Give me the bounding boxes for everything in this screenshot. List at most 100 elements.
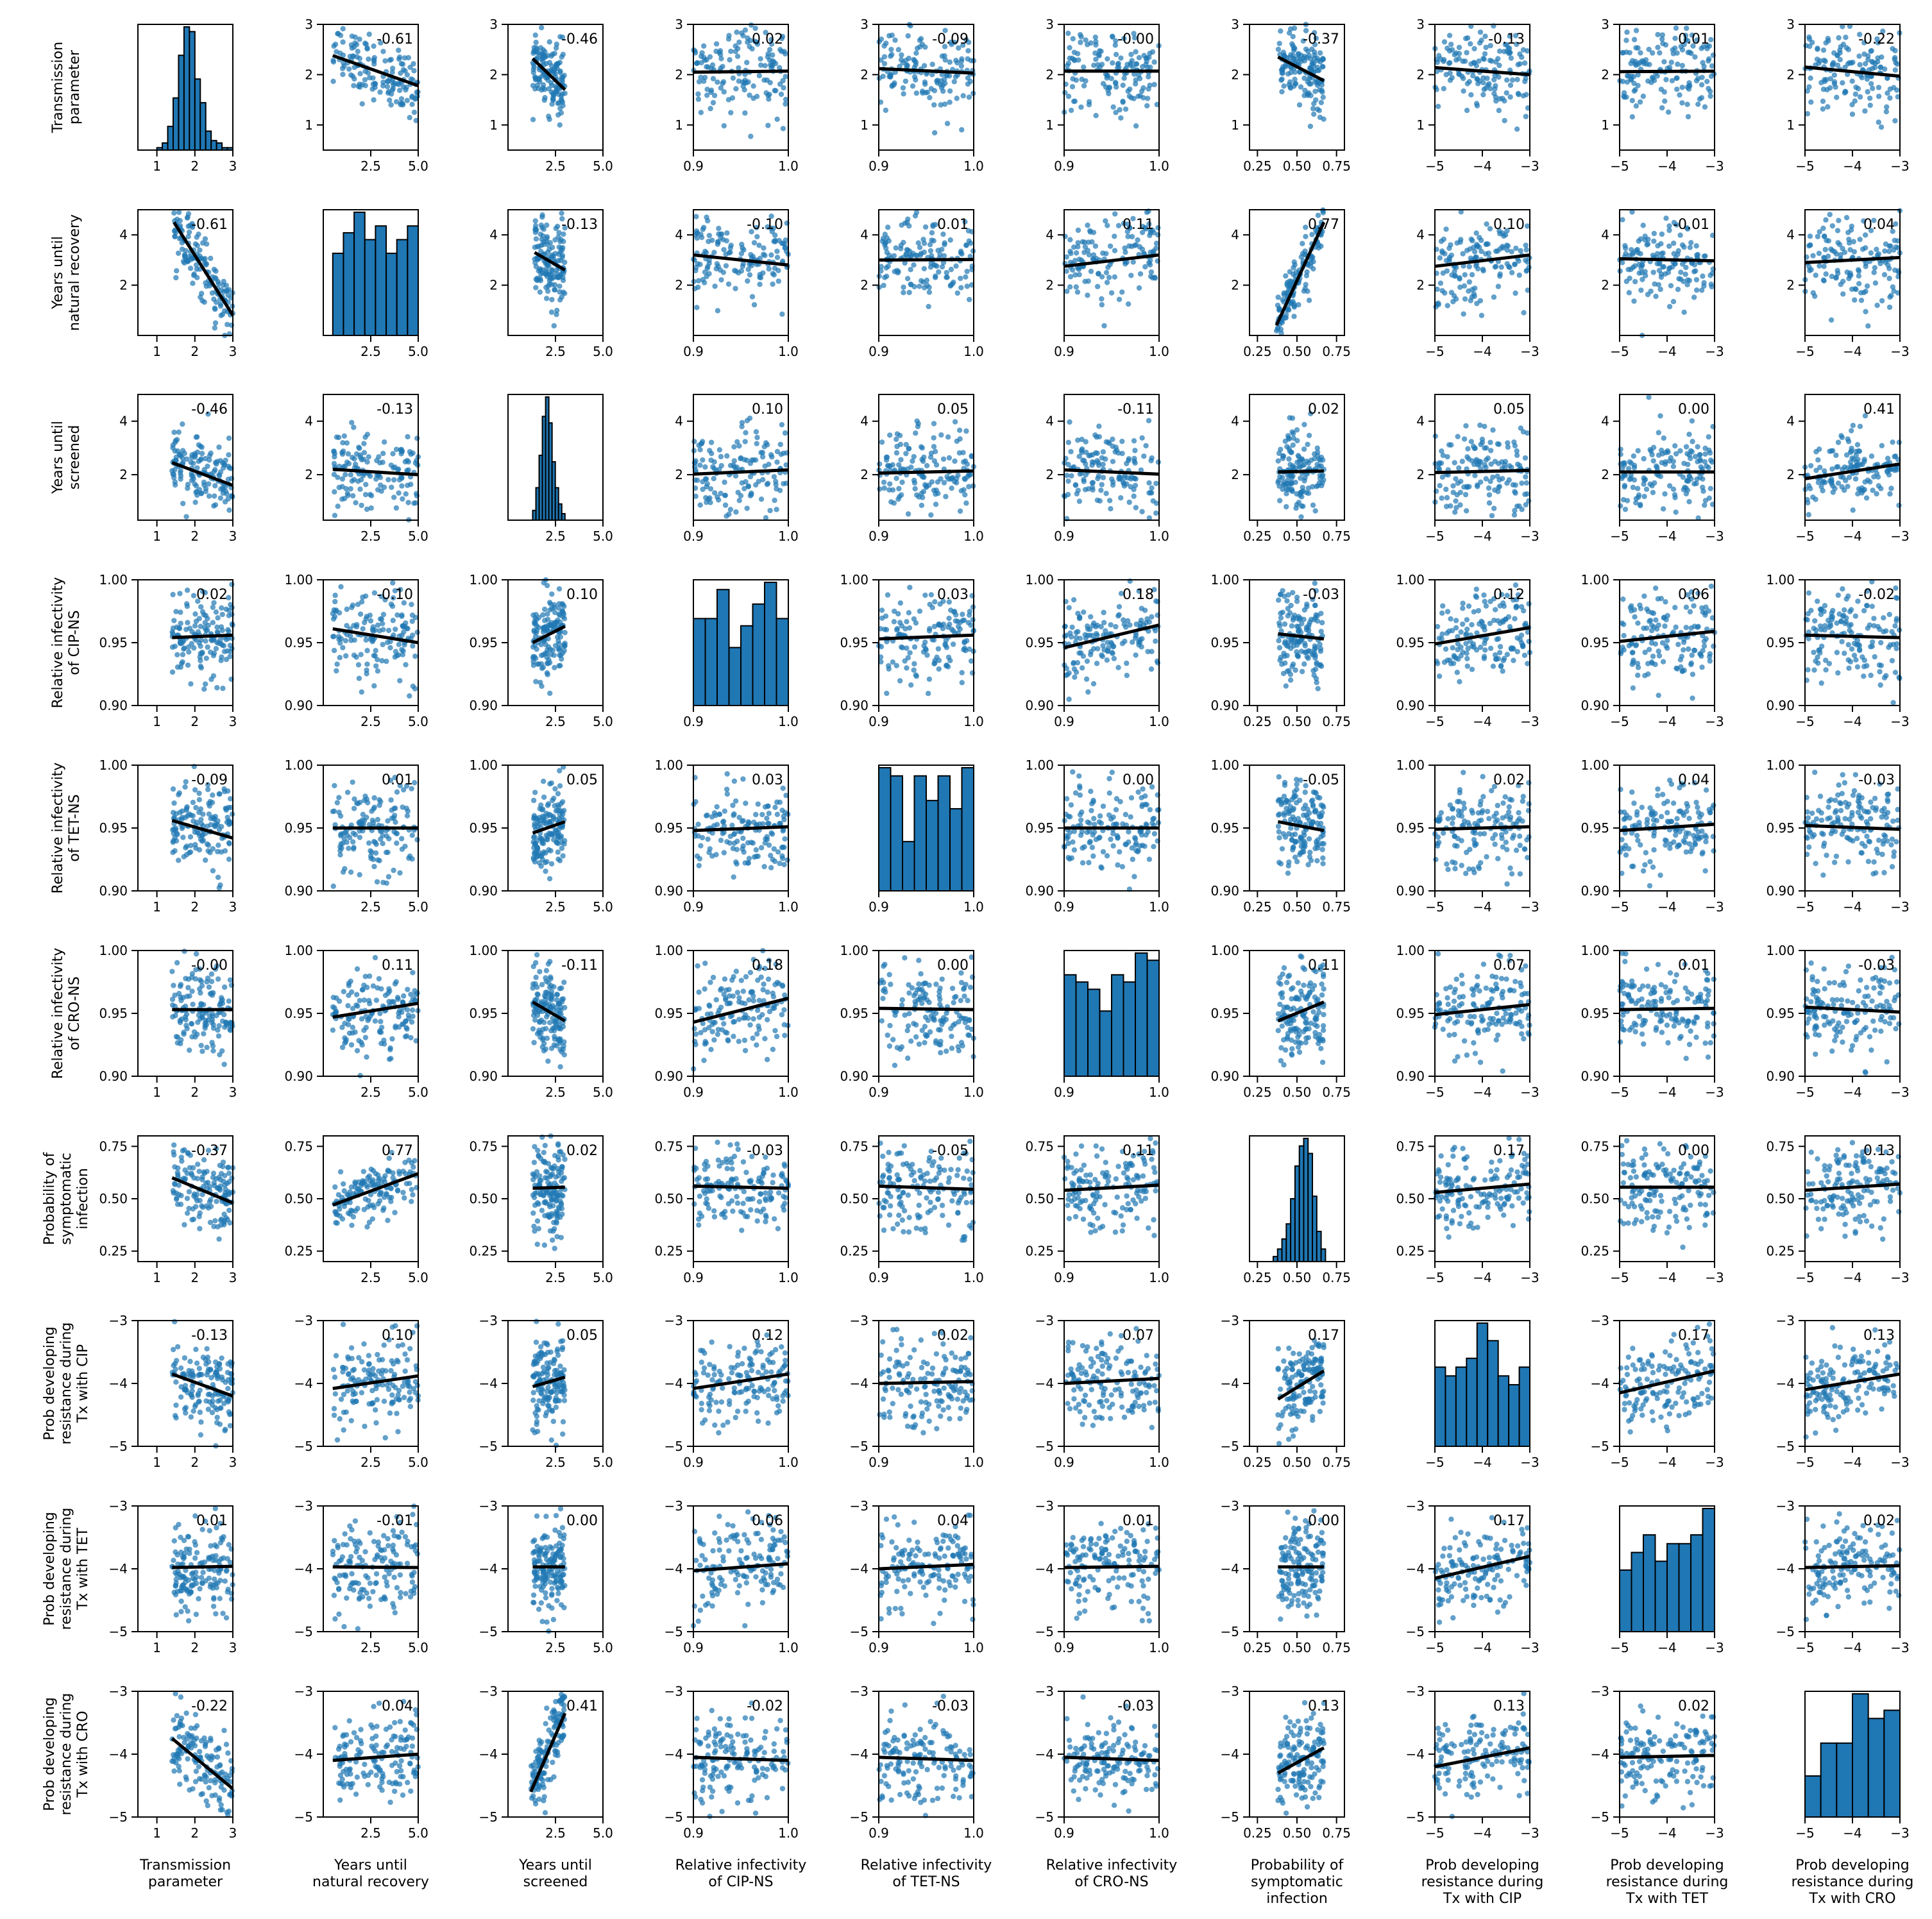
scatter-point bbox=[1505, 444, 1511, 450]
scatter-point bbox=[1482, 51, 1488, 57]
scatter-point bbox=[721, 89, 727, 95]
scatter-point bbox=[717, 47, 724, 54]
scatter-point bbox=[1477, 244, 1482, 250]
scatter-point bbox=[1495, 441, 1501, 447]
scatter-point bbox=[1702, 502, 1707, 508]
scatter-point bbox=[1093, 112, 1099, 119]
scatter-point bbox=[530, 117, 536, 123]
scatter-point bbox=[1876, 85, 1882, 90]
scatter-point bbox=[1137, 271, 1144, 277]
scatter-point bbox=[196, 459, 201, 464]
scatter-point bbox=[380, 641, 386, 648]
scatter-point bbox=[1285, 486, 1291, 493]
scatter-point bbox=[1448, 41, 1454, 47]
correlation-label: -0.11 bbox=[1117, 402, 1154, 418]
scatter-point bbox=[1513, 482, 1518, 488]
scatter-point bbox=[892, 80, 897, 86]
scatter-point bbox=[1645, 78, 1651, 84]
scatter-point bbox=[396, 47, 402, 53]
scatter-point bbox=[1146, 418, 1152, 423]
scatter-point bbox=[188, 681, 194, 687]
scatter-point bbox=[895, 270, 901, 276]
scatter-point bbox=[544, 582, 550, 589]
scatter-point bbox=[1137, 244, 1142, 249]
scatter-point bbox=[1693, 78, 1700, 84]
scatter-point bbox=[724, 230, 730, 236]
scatter-point bbox=[1659, 32, 1665, 38]
scatter-point bbox=[957, 508, 963, 514]
scatter-point bbox=[411, 68, 417, 74]
scatter-point bbox=[1480, 75, 1486, 81]
scatter-point bbox=[1088, 268, 1094, 275]
correlation-label: -0.13 bbox=[377, 402, 413, 418]
scatter-point bbox=[1463, 423, 1469, 429]
scatter-point bbox=[553, 45, 559, 51]
scatter-point bbox=[1633, 103, 1640, 109]
scatter-point bbox=[707, 448, 713, 453]
scatter-point bbox=[1121, 480, 1127, 487]
scatter-point bbox=[378, 40, 384, 46]
scatter-point bbox=[1079, 76, 1085, 82]
scatter-point bbox=[1694, 252, 1700, 258]
scatter-point bbox=[196, 442, 202, 448]
correlation-label: 0.10 bbox=[1493, 217, 1525, 233]
scatter-point bbox=[1692, 54, 1698, 60]
scatter-point bbox=[1892, 47, 1898, 54]
scatter-point bbox=[1468, 92, 1474, 98]
scatter-point bbox=[727, 57, 733, 63]
scatter-point bbox=[1280, 453, 1286, 459]
scatter-point bbox=[1829, 448, 1836, 453]
scatter-point bbox=[559, 210, 564, 216]
scatter-point bbox=[1686, 431, 1692, 437]
scatter-point bbox=[365, 70, 371, 76]
scatter-point bbox=[547, 116, 552, 123]
scatter-point bbox=[409, 632, 416, 638]
scatter-point bbox=[1294, 427, 1300, 433]
scatter-point bbox=[366, 454, 371, 460]
x-tick-label: 1 bbox=[153, 344, 161, 359]
scatter-point bbox=[772, 239, 778, 244]
scatter-point bbox=[1650, 269, 1656, 275]
scatter-point bbox=[560, 277, 566, 283]
scatter-point bbox=[550, 51, 555, 57]
correlation-label: -0.01 bbox=[1673, 217, 1709, 233]
hist-bar bbox=[740, 625, 754, 707]
scatter-point bbox=[384, 78, 391, 84]
correlation-label: 0.00 bbox=[1678, 402, 1709, 418]
scatter-point bbox=[1507, 463, 1513, 469]
x-tick-label: 0.75 bbox=[1322, 158, 1351, 174]
x-tick-label: 5.0 bbox=[593, 528, 613, 544]
scatter-point bbox=[696, 79, 702, 85]
scatter-point bbox=[539, 224, 545, 230]
scatter-point bbox=[904, 63, 910, 69]
scatter-point bbox=[1067, 419, 1072, 425]
scatter-point bbox=[901, 91, 906, 97]
scatter-point bbox=[1686, 473, 1692, 479]
scatter-point bbox=[734, 30, 740, 35]
scatter-point bbox=[1673, 25, 1679, 31]
scatter-point bbox=[369, 86, 375, 92]
scatter-point bbox=[1628, 77, 1634, 83]
scatter-point bbox=[1462, 272, 1468, 278]
scatter-point bbox=[332, 598, 338, 605]
scatter-point bbox=[1484, 221, 1489, 227]
scatter-point bbox=[912, 486, 918, 492]
scatter-point bbox=[1857, 62, 1863, 68]
y-tick-label: 3 bbox=[1601, 17, 1609, 32]
scatter-point bbox=[1298, 84, 1304, 90]
scatter-point bbox=[532, 230, 539, 235]
scatter-point bbox=[1067, 45, 1072, 51]
scatter-point bbox=[561, 270, 566, 276]
scatter-point bbox=[883, 239, 888, 246]
scatter-point bbox=[394, 612, 400, 618]
scatter-point bbox=[1694, 476, 1700, 482]
scatter-point bbox=[768, 37, 774, 42]
scatter-point bbox=[1140, 95, 1146, 101]
fit-line bbox=[1619, 257, 1715, 263]
scatter-point bbox=[1701, 63, 1707, 69]
y-tick-label: 4 bbox=[860, 227, 869, 242]
scatter-point bbox=[214, 685, 220, 691]
scatter-point bbox=[543, 284, 549, 291]
scatter-point bbox=[1843, 215, 1850, 221]
scatter-point bbox=[1655, 31, 1661, 38]
